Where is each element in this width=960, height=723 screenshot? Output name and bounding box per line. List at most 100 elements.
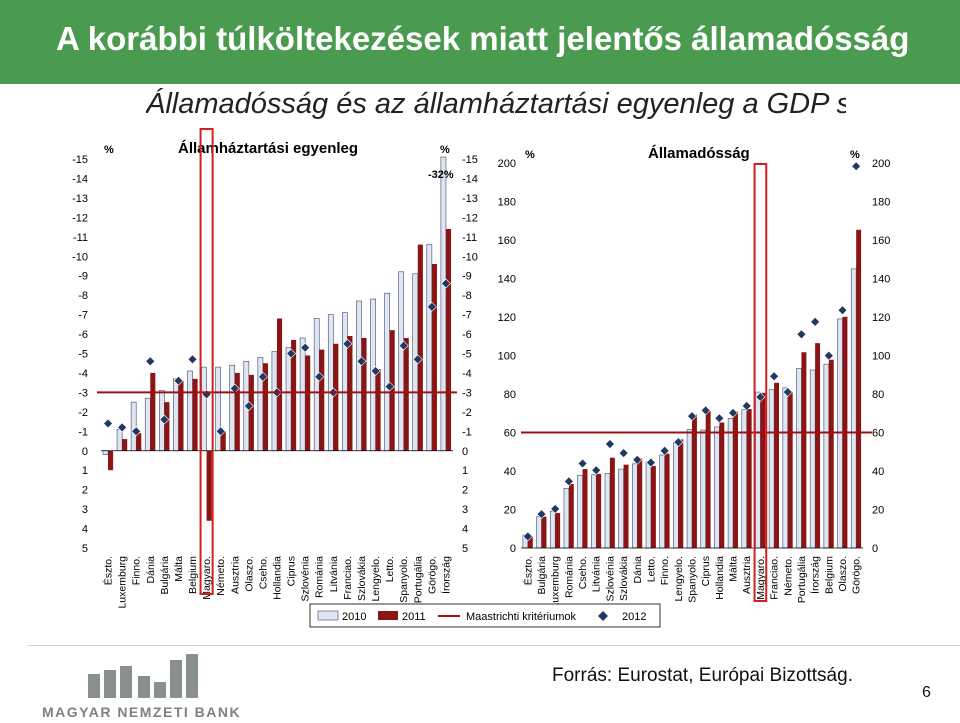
category-label: Dánia	[632, 556, 644, 584]
category-label: Belgium	[823, 556, 835, 594]
bar-2011	[746, 409, 752, 548]
bar-2010	[782, 387, 789, 549]
y-tick-label-right: -13	[462, 193, 478, 205]
y-tick-label-right: 4	[462, 524, 468, 536]
category-label: Ausztria	[229, 556, 241, 594]
bar-2011	[664, 453, 670, 548]
y-tick-label-left: 140	[498, 274, 516, 286]
marker-2012	[550, 503, 561, 514]
y-tick-label-right: 3	[462, 504, 468, 516]
bar-2010	[398, 271, 405, 452]
bar-2010	[618, 468, 624, 549]
y-tick-label-left: -13	[72, 193, 88, 205]
y-tick-label-left: 60	[504, 428, 516, 440]
y-tick-label-left: -6	[78, 329, 88, 341]
bar-2011	[555, 512, 561, 548]
marker-2012	[659, 445, 670, 456]
bar-2011	[445, 229, 452, 451]
y-tick-label-right: -12	[462, 212, 478, 224]
logo-text: MAGYAR NEMZETI BANK	[42, 704, 242, 720]
y-tick-label-left: 100	[498, 351, 516, 363]
y-tick-label-right: 20	[872, 505, 884, 517]
legend-swatch-2010	[317, 610, 339, 621]
bar-2010	[755, 391, 761, 549]
bar-2010	[257, 357, 264, 452]
category-label: Letto.	[645, 556, 657, 582]
bar-2010	[809, 369, 816, 549]
bar-2011	[305, 355, 311, 451]
bar-2011	[705, 411, 711, 548]
category-label: Lengyelo.	[673, 556, 685, 602]
bar-2011	[431, 264, 437, 451]
marker-2012	[173, 375, 184, 386]
marker-2012	[591, 465, 602, 476]
bar-2010	[327, 314, 334, 452]
category-label: Szlovénia	[604, 556, 616, 602]
bar-2010	[187, 370, 193, 452]
bar-2011	[192, 378, 198, 451]
marker-2012	[356, 356, 367, 367]
charts-area: Államháztartási egyenleg% %-15 -15-14 -14-1…	[72, 128, 890, 628]
y-tick-label-left: 120	[498, 312, 516, 324]
marker-2012	[215, 426, 226, 437]
bar-2010	[285, 347, 292, 452]
bar-2010	[384, 292, 390, 452]
bar-2010	[700, 429, 706, 549]
highlight-box	[199, 128, 214, 595]
category-label: Magyaro.	[755, 556, 767, 600]
category-label: Írország	[809, 556, 822, 594]
y-tick-label-left: -3	[78, 387, 88, 399]
bar-2011	[319, 349, 325, 451]
y-tick-label-left: 3	[82, 504, 88, 516]
y-tick-label-left: 200	[498, 158, 516, 170]
bar-2011	[417, 244, 423, 451]
y-tick-label-left: 2	[82, 485, 88, 497]
mnb-logo	[88, 654, 198, 698]
y-tick-label-right: 140	[872, 274, 890, 286]
marker-2012	[755, 392, 766, 403]
bar-2011	[234, 372, 240, 451]
category-label: Románia	[314, 556, 326, 598]
bar-2011	[248, 374, 254, 451]
bar-2011	[692, 414, 697, 548]
category-label: Románia	[563, 556, 575, 598]
bar-2011	[333, 343, 339, 451]
bar-2010	[116, 429, 123, 452]
marker-2012	[342, 338, 353, 349]
y-tick-label-right: 0	[872, 543, 878, 555]
y-tick-label-left: -8	[78, 290, 88, 302]
category-label: Szlovákia	[618, 556, 630, 601]
marker-2012	[577, 458, 588, 469]
marker-2012	[536, 509, 547, 520]
bar-2010	[549, 510, 556, 549]
y-tick-label-right: 100	[872, 351, 890, 363]
category-label: Letto.	[384, 556, 396, 582]
category-label: Ciprus	[700, 556, 712, 586]
category-label: Görögo.	[426, 556, 438, 594]
deficit-chart: Államháztartási egyenleg% %-15 -15-14 -14-1…	[72, 128, 478, 609]
bar-2010	[215, 366, 221, 452]
legend-label-maastricht: Maastrichti kritériumok	[466, 611, 577, 623]
footer-divider	[28, 645, 960, 646]
y-tick-label-right: -7	[462, 310, 472, 322]
marker-2012	[286, 348, 297, 359]
bar-2011	[277, 318, 283, 451]
y-tick-label-left: -4	[78, 368, 88, 380]
bar-2010	[299, 337, 306, 452]
bar-2011	[815, 343, 821, 548]
bar-2010	[796, 368, 802, 549]
bar-2011	[678, 439, 684, 548]
category-label: Szlovénia	[300, 556, 312, 602]
y-tick-label-right: -3	[462, 387, 472, 399]
marker-2012	[300, 342, 311, 353]
bar-2010	[313, 318, 320, 452]
bar-2010	[356, 300, 362, 452]
category-label: Magyaro.	[201, 556, 213, 600]
category-label: Finno.	[659, 556, 671, 585]
bar-2011	[541, 516, 547, 548]
bar-2010	[201, 366, 207, 452]
bar-2010	[741, 409, 748, 549]
y-tick-label-left: -10	[72, 251, 88, 263]
bar-2011	[262, 363, 268, 451]
bar-2010	[659, 454, 665, 549]
